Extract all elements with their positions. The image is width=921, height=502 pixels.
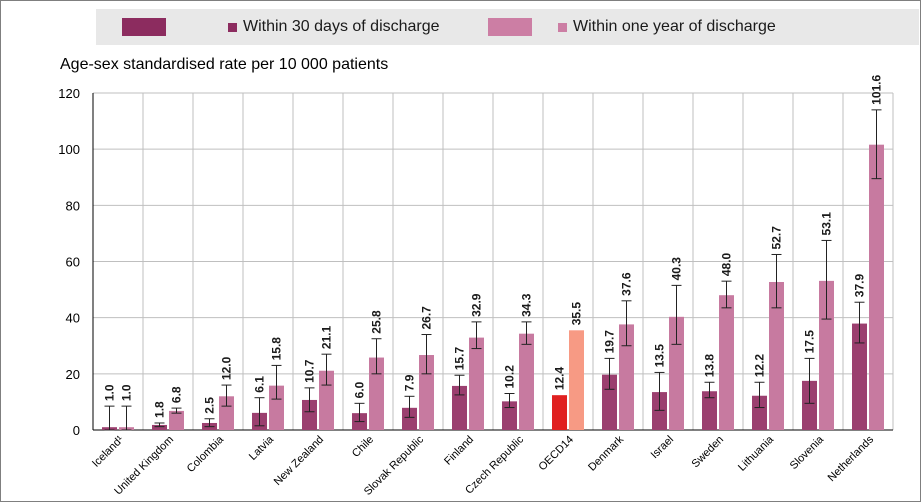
x-tick-label: Netherlands xyxy=(826,433,877,484)
bar-within-30-days xyxy=(702,391,717,430)
bar-within-one-year xyxy=(219,396,234,430)
bar-within-one-year xyxy=(519,333,534,430)
bar-within-30-days xyxy=(502,401,517,430)
data-label: 6.1 xyxy=(253,376,267,393)
data-label: 37.6 xyxy=(620,272,634,296)
data-label: 13.8 xyxy=(703,354,717,378)
data-label: 1.8 xyxy=(153,401,167,418)
x-tick-label: New Zealand xyxy=(272,434,326,488)
data-label: 10.7 xyxy=(303,359,317,383)
y-tick-label: 0 xyxy=(73,423,80,438)
legend-swatch-30-days-small xyxy=(228,22,237,32)
data-label: 26.7 xyxy=(420,306,434,330)
y-tick-label: 120 xyxy=(58,86,80,101)
y-tick-label: 20 xyxy=(66,367,80,382)
bar-within-one-year xyxy=(269,385,284,430)
bar-within-30-days xyxy=(852,323,867,430)
x-tick-label: Slovenia xyxy=(788,433,827,472)
bar-within-30-days xyxy=(752,395,767,430)
data-label: 6.8 xyxy=(170,386,184,403)
data-label: 21.1 xyxy=(320,325,334,349)
legend-swatch-one-year-large xyxy=(488,18,532,36)
data-label: 6.0 xyxy=(353,381,367,398)
x-tick-label: OECD14 xyxy=(537,434,577,474)
bar-within-one-year xyxy=(169,410,184,430)
bar-within-one-year xyxy=(369,357,384,430)
data-label: 12.2 xyxy=(753,354,767,378)
data-label: 19.7 xyxy=(603,330,617,354)
x-tick-label: Colombia xyxy=(185,433,227,475)
bar-within-30-days xyxy=(552,395,567,430)
data-label: 32.9 xyxy=(470,293,484,317)
x-tick-label: Denmark xyxy=(586,433,626,473)
y-tick-label: 100 xyxy=(58,142,80,157)
bar-within-30-days xyxy=(802,380,817,430)
data-label: 15.7 xyxy=(453,347,467,371)
data-label: 52.7 xyxy=(770,226,784,250)
data-label: 1.0 xyxy=(120,384,134,401)
bar-within-one-year xyxy=(819,280,834,430)
data-label: 37.9 xyxy=(853,274,867,298)
bar-within-30-days xyxy=(602,374,617,430)
bar-within-one-year xyxy=(669,316,684,430)
data-label: 25.8 xyxy=(370,310,384,334)
data-label: 48.0 xyxy=(720,252,734,276)
bar-within-one-year xyxy=(619,324,634,430)
data-label: 1.0 xyxy=(103,384,117,401)
bar-within-30-days xyxy=(402,407,417,430)
legend-item-30-days: Within 30 days of discharge xyxy=(122,9,440,45)
legend-swatch-30-days-large xyxy=(122,18,166,36)
data-label: 17.5 xyxy=(803,330,817,354)
bar-within-one-year xyxy=(719,295,734,430)
x-tick-label: Lithuania xyxy=(736,433,777,474)
y-tick-label: 80 xyxy=(66,198,80,213)
data-label: 13.5 xyxy=(653,344,667,368)
data-label: 2.5 xyxy=(203,397,217,414)
x-tick-label: Sweden xyxy=(690,434,727,471)
bar-within-one-year xyxy=(869,144,884,430)
x-tick-label: Iceland¹ xyxy=(90,433,126,469)
data-label: 15.8 xyxy=(270,337,284,361)
legend: Within 30 days of discharge Within one y… xyxy=(96,9,919,45)
legend-item-one-year: Within one year of discharge xyxy=(488,9,776,45)
bar-within-30-days xyxy=(652,392,667,430)
bar-within-one-year xyxy=(769,282,784,430)
y-axis-label: Age-sex standardised rate per 10 000 pat… xyxy=(60,56,389,73)
data-label: 12.4 xyxy=(553,366,567,390)
data-label: 101.6 xyxy=(870,74,884,104)
x-tick-label: Israel xyxy=(649,434,677,462)
data-label: 40.3 xyxy=(670,257,684,281)
bar-within-30-days xyxy=(452,385,467,430)
data-label: 34.3 xyxy=(520,293,534,317)
data-label: 35.5 xyxy=(570,302,584,326)
legend-label-one-year: Within one year of discharge xyxy=(573,18,776,35)
bar-within-one-year xyxy=(569,330,584,430)
legend-swatch-one-year-small xyxy=(558,22,567,32)
x-tick-label: Latvia xyxy=(247,433,277,463)
bar-within-30-days xyxy=(302,399,317,430)
bar-within-one-year xyxy=(469,337,484,430)
data-label: 53.1 xyxy=(820,212,834,236)
data-label: 7.9 xyxy=(403,374,417,391)
legend-label-30-days: Within 30 days of discharge xyxy=(243,18,440,35)
data-label: 10.2 xyxy=(503,365,517,389)
x-tick-label: Finland xyxy=(442,434,476,468)
y-tick-label: 40 xyxy=(66,311,80,326)
bar-within-30-days xyxy=(152,424,167,430)
y-tick-label: 60 xyxy=(66,255,80,270)
x-tick-label: Chile xyxy=(350,434,376,460)
data-label: 12.0 xyxy=(220,356,234,380)
